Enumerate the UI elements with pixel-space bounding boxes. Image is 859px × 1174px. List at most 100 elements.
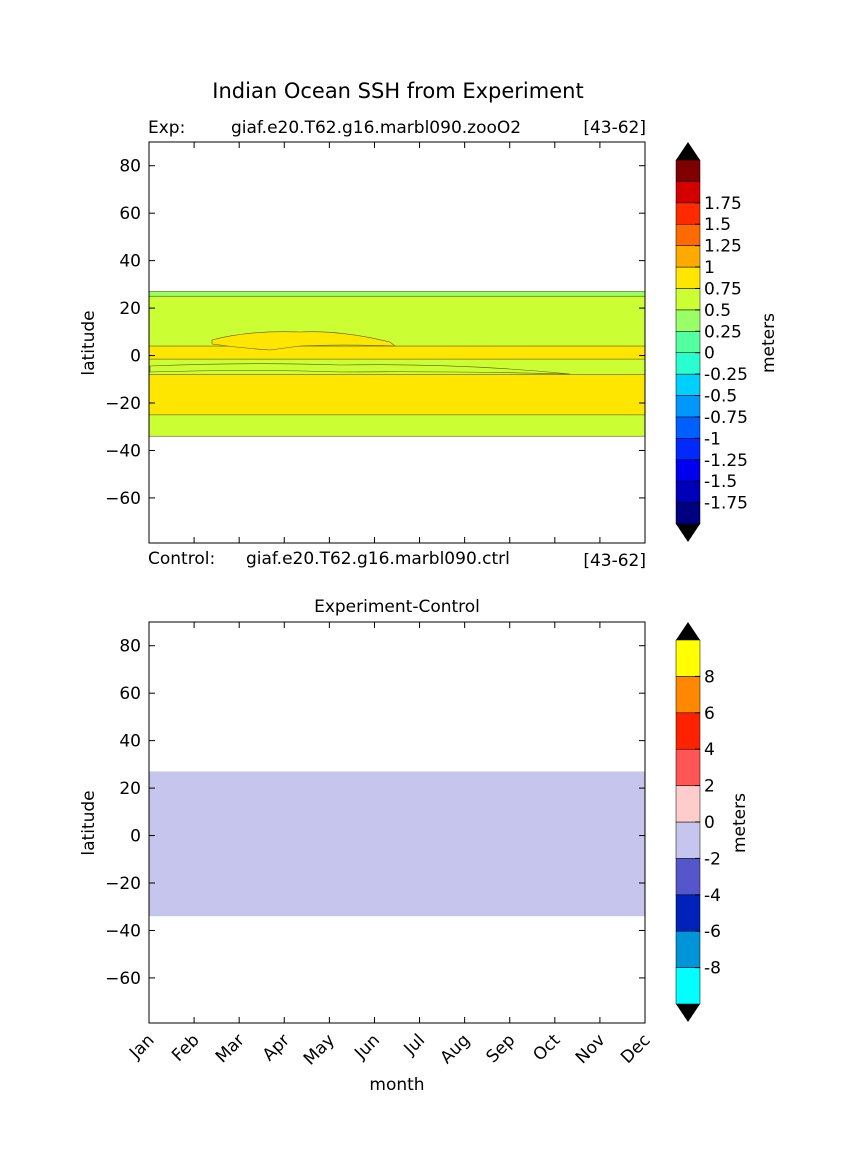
colorbar-tick-label: -0.5: [704, 387, 737, 407]
top-y-axis-label: latitude: [79, 310, 99, 375]
bottom-colorbar: -8 -6 -4 -2 0 2 4 6 8: [675, 622, 721, 1022]
y-tick-label: 0: [130, 347, 141, 367]
colorbar-swatch: [675, 480, 701, 503]
x-tick-label: Feb: [168, 1030, 203, 1065]
y-tick-label: 60: [119, 684, 141, 704]
colorbar-tick-label: -1.5: [704, 472, 737, 492]
contour-band-1: [149, 771, 645, 917]
colorbar-tick-label: -1: [704, 429, 721, 449]
y-tick-label: 20: [119, 779, 141, 799]
colorbar-tick-label: 1.25: [704, 237, 742, 257]
colorbar-swatch: [675, 202, 701, 225]
colorbar-swatch: [675, 331, 701, 353]
colorbar-tick-label: 6: [704, 704, 715, 724]
y-tick-label: −40: [105, 921, 141, 941]
x-tick-label: Jul: [400, 1030, 429, 1059]
colorbar-swatch: [675, 785, 701, 823]
colorbar-tick-label: 4: [704, 740, 715, 760]
colorbar-swatch: [675, 502, 701, 525]
colorbar-swatch: [675, 712, 701, 750]
colorbar-tick-label: -0.25: [704, 365, 748, 385]
colorbar-tick-label: 0.5: [704, 301, 731, 321]
y-tick-label: 40: [119, 252, 141, 272]
exp-name: giaf.e20.T62.g16.marbl090.zooO2: [231, 118, 521, 138]
colorbar-swatch: [675, 373, 701, 396]
x-tick-label: May: [300, 1030, 339, 1069]
colorbar-extend-max: [676, 142, 700, 160]
colorbar-swatch: [675, 967, 701, 1005]
y-tick-label: 0: [130, 827, 141, 847]
colorbar-swatch: [675, 309, 701, 332]
y-tick-label: 40: [119, 732, 141, 752]
colorbar-swatch: [675, 181, 701, 204]
colorbar-swatch: [675, 266, 701, 289]
bottom-colorbar-label: meters: [730, 793, 750, 853]
colorbar-tick-label: 0.75: [704, 279, 742, 299]
bottom-plot-area: [148, 621, 646, 1024]
exp-years: [43-62]: [583, 118, 646, 138]
colorbar-tick-label: 0.25: [704, 322, 742, 342]
colorbar-swatch: [675, 676, 701, 714]
colorbar-tick-label: 0: [704, 344, 715, 364]
colorbar-tick-label: -8: [704, 959, 721, 979]
exp-label: Exp:: [148, 118, 185, 138]
contour-island: [211, 331, 396, 351]
colorbar-tick-label: -1.75: [704, 494, 748, 514]
colorbar-swatch: [675, 395, 701, 418]
figure-title: Indian Ocean SSH from Experiment: [212, 79, 583, 103]
contour-band-3: [148, 374, 646, 416]
control-name: giaf.e20.T62.g16.marbl090.ctrl: [246, 549, 510, 569]
x-tick-label: Aug: [437, 1030, 475, 1068]
y-tick-label: −60: [105, 969, 141, 989]
colorbar-tick-label: 1.75: [704, 194, 742, 214]
colorbar-swatch: [675, 639, 701, 677]
bottom-y-axis-label: latitude: [79, 790, 99, 855]
colorbar-swatch: [675, 858, 701, 896]
y-tick-label: 80: [119, 637, 141, 657]
contour-band-4: [148, 345, 646, 360]
colorbar-swatch: [675, 288, 701, 311]
y-tick-label: 20: [119, 299, 141, 319]
colorbar-tick-label: 1.5: [704, 215, 731, 235]
x-tick-label: Apr: [259, 1030, 294, 1065]
y-tick-label: 80: [119, 157, 141, 177]
colorbar-swatch: [675, 245, 701, 268]
colorbar-swatch: [675, 930, 701, 968]
colorbar-tick-label: 8: [704, 667, 715, 687]
colorbar-tick-label: -6: [704, 922, 721, 942]
colorbar-tick-label: 0: [704, 813, 715, 833]
colorbar-tick-label: 2: [704, 777, 715, 797]
contour-island: [149, 363, 571, 375]
colorbar-swatch: [675, 894, 701, 932]
x-tick-label: Dec: [617, 1030, 654, 1067]
colorbar-extend-max: [676, 622, 700, 640]
colorbar-swatch: [675, 821, 701, 859]
colorbar-tick-label: -2: [704, 849, 721, 869]
colorbar-tick-label: -4: [704, 886, 721, 906]
x-tick-label: Mar: [212, 1030, 249, 1067]
control-years: [43-62]: [583, 551, 646, 571]
colorbar-tick-label: 1: [704, 258, 715, 278]
top-plot-frame: [148, 141, 646, 544]
top-colorbar-label: meters: [759, 313, 779, 373]
bottom-panel-title: Experiment-Control: [314, 597, 480, 617]
bottom-x-axis: Jan Feb Mar Apr May Jun Jul Aug Sep Oct Nov Dec: [125, 1030, 654, 1069]
colorbar-tick-label: -1.25: [704, 451, 748, 471]
y-tick-label: 60: [119, 204, 141, 224]
y-tick-label: −20: [105, 394, 141, 414]
top-plot-area: [148, 141, 646, 544]
colorbar-swatch: [675, 352, 701, 375]
bottom-plot-frame: [148, 621, 646, 1024]
colorbar-swatch: [675, 438, 701, 461]
y-tick-label: −60: [105, 489, 141, 509]
bottom-x-axis-label: month: [369, 1075, 424, 1095]
colorbar-swatch: [675, 416, 701, 439]
colorbar-swatch: [675, 459, 701, 482]
bottom-y-axis: 80 60 40 20 0 −20 −40 −60: [105, 637, 645, 989]
x-tick-label: Sep: [482, 1030, 519, 1067]
contour-band-2: [148, 291, 646, 297]
colorbar-extend-min: [676, 1004, 700, 1022]
colorbar-swatch: [675, 223, 701, 246]
x-tick-label: Jan: [125, 1030, 158, 1063]
y-tick-label: −20: [105, 874, 141, 894]
